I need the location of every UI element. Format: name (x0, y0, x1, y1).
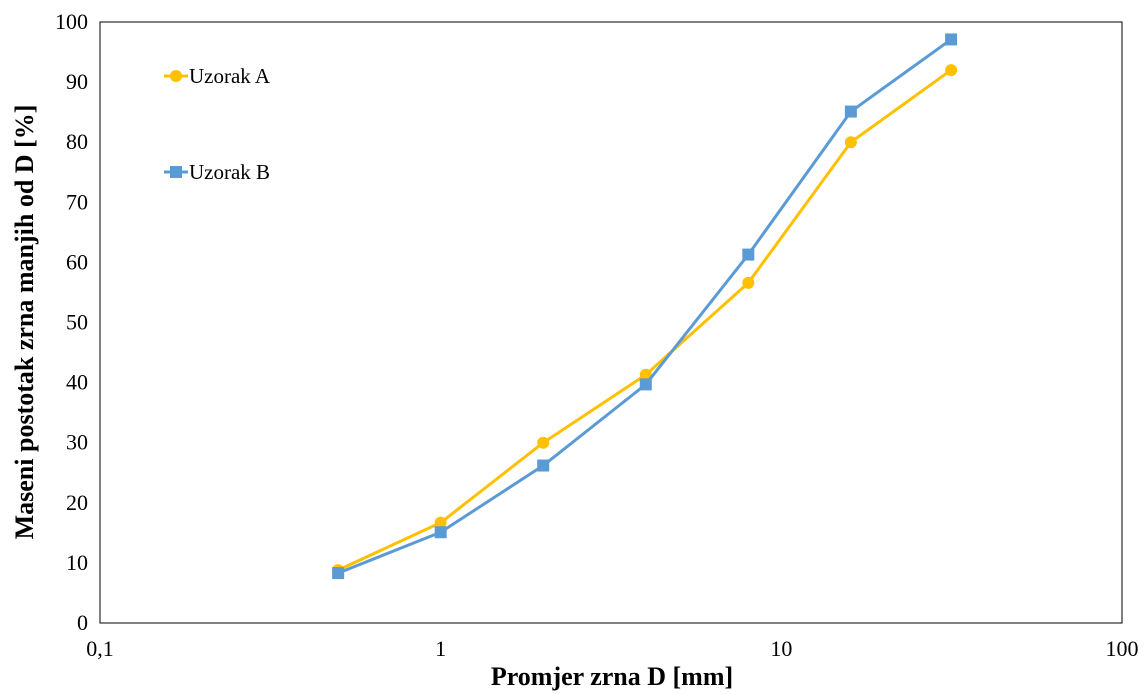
data-point (742, 248, 755, 261)
x-tick-label: 0,1 (86, 636, 114, 661)
y-axis-ticks: 0 10 20 30 40 50 60 70 80 90 100 (55, 9, 88, 635)
y-tick-label: 0 (77, 610, 88, 635)
data-point (742, 276, 755, 289)
y-tick-label: 60 (66, 249, 88, 274)
y-tick-label: 20 (66, 490, 88, 515)
legend-label: Uzorak B (189, 160, 270, 184)
y-tick-label: 70 (66, 189, 88, 214)
data-point (537, 436, 550, 449)
y-tick-label: 40 (66, 370, 88, 395)
series-line (337, 38, 952, 575)
y-tick-label: 100 (55, 9, 88, 34)
data-point (945, 33, 958, 46)
y-axis-title: Maseni postotak zrna manjih od D [%] (10, 105, 39, 540)
legend-item: Uzorak A (164, 64, 271, 88)
y-tick-label: 90 (66, 69, 88, 94)
series-uzorak-b (332, 33, 958, 580)
series-uzorak-a (332, 64, 958, 577)
x-tick-label: 100 (1106, 636, 1139, 661)
legend-label: Uzorak A (189, 64, 271, 88)
data-point (332, 567, 345, 580)
data-point (844, 136, 857, 149)
data-point (639, 368, 652, 381)
y-tick-label: 80 (66, 129, 88, 154)
data-point (639, 378, 652, 391)
legend-marker (170, 166, 182, 178)
x-tick-label: 1 (435, 636, 446, 661)
legend-marker (170, 70, 182, 82)
y-tick-label: 10 (66, 550, 88, 575)
data-point (945, 64, 958, 77)
data-point (434, 526, 447, 539)
plot-area-border (99, 21, 1123, 624)
legend: Uzorak A Uzorak B (164, 64, 271, 184)
y-tick-label: 30 (66, 430, 88, 455)
data-point (844, 105, 857, 118)
series-line (337, 68, 952, 572)
x-axis-ticks: 0,1 1 10 100 (86, 636, 1138, 661)
data-point (434, 516, 447, 529)
y-tick-label: 50 (66, 310, 88, 335)
data-point (537, 459, 550, 472)
series-layer (332, 33, 958, 580)
x-tick-label: 10 (770, 636, 792, 661)
legend-item: Uzorak B (164, 160, 270, 184)
x-axis-title: Promjer zrna D [mm] (491, 662, 733, 691)
